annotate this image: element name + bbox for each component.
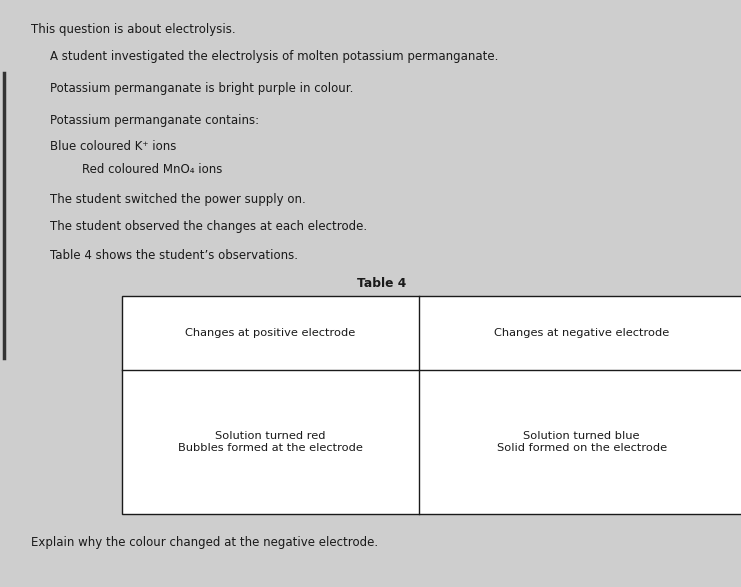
Text: A student investigated the electrolysis of molten potassium permanganate.: A student investigated the electrolysis … bbox=[50, 50, 499, 63]
Text: Changes at negative electrode: Changes at negative electrode bbox=[494, 328, 669, 338]
Text: The student observed the changes at each electrode.: The student observed the changes at each… bbox=[50, 220, 368, 233]
Text: The student switched the power supply on.: The student switched the power supply on… bbox=[50, 193, 306, 205]
Text: Solution turned blue
Solid formed on the electrode: Solution turned blue Solid formed on the… bbox=[496, 431, 667, 453]
Text: This question is about electrolysis.: This question is about electrolysis. bbox=[31, 23, 236, 36]
Text: Changes at positive electrode: Changes at positive electrode bbox=[185, 328, 356, 338]
Text: Red coloured MnO₄ ions: Red coloured MnO₄ ions bbox=[82, 163, 222, 176]
Text: Potassium permanganate is bright purple in colour.: Potassium permanganate is bright purple … bbox=[50, 82, 353, 95]
Text: Blue coloured K⁺ ions: Blue coloured K⁺ ions bbox=[50, 140, 177, 153]
Text: Explain why the colour changed at the negative electrode.: Explain why the colour changed at the ne… bbox=[31, 536, 378, 549]
Bar bbox=[122, 296, 741, 514]
Text: Table 4: Table 4 bbox=[357, 277, 406, 290]
Text: Solution turned red
Bubbles formed at the electrode: Solution turned red Bubbles formed at th… bbox=[178, 431, 363, 453]
Text: Potassium permanganate contains:: Potassium permanganate contains: bbox=[50, 114, 259, 127]
Text: Table 4 shows the student’s observations.: Table 4 shows the student’s observations… bbox=[50, 249, 299, 262]
